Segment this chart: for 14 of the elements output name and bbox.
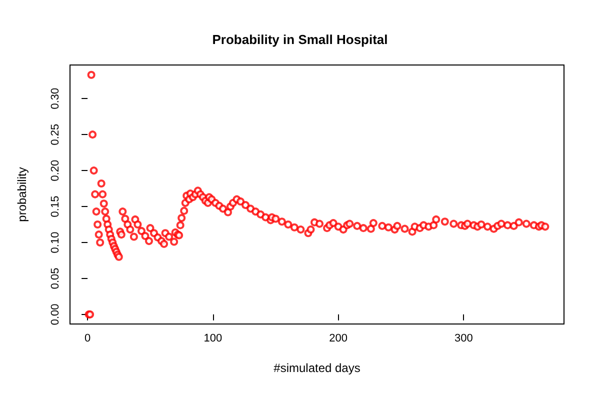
y-tick-label: 0.30 — [50, 88, 62, 110]
y-tick-label: 0.25 — [50, 124, 62, 146]
x-tick-label: 100 — [204, 332, 222, 344]
x-tick-label: 300 — [454, 332, 473, 344]
x-tick-label: 0 — [84, 332, 91, 344]
x-tick-label: 200 — [329, 332, 348, 344]
y-tick-label: 0.15 — [50, 196, 62, 218]
y-tick-label: 0.20 — [50, 160, 62, 182]
y-tick-label: 0.10 — [50, 232, 62, 254]
y-tick-label: 0.05 — [50, 268, 62, 290]
chart-title: Probability in Small Hospital — [212, 32, 388, 47]
y-tick-label: 0.00 — [50, 304, 62, 326]
x-axis-title: #simulated days — [274, 361, 360, 375]
y-axis-title: probability — [15, 167, 29, 222]
